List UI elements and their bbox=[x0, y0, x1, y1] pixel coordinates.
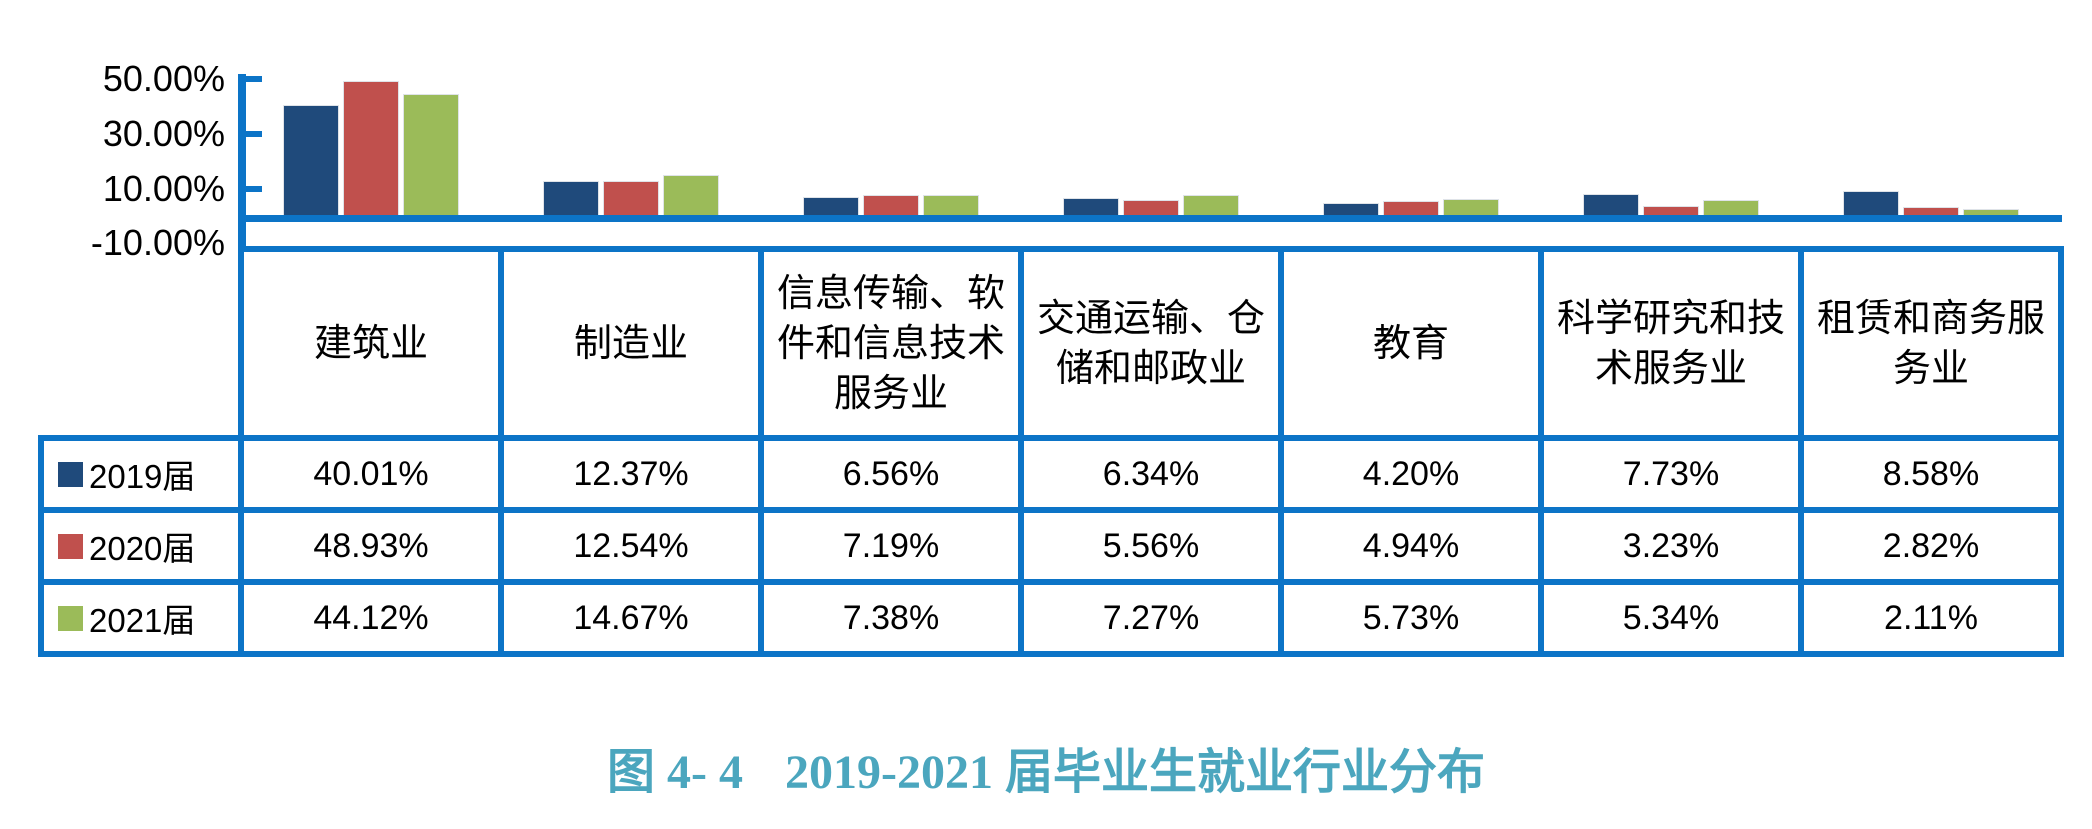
y-axis-tick bbox=[246, 130, 262, 137]
legend-item-2021: 2021届 bbox=[44, 585, 238, 651]
column-header-construction: 建筑业 bbox=[244, 252, 498, 435]
bar-2019届-科学研究和技术服务业 bbox=[1583, 193, 1639, 217]
bar-2021届-交通运输、仓储和邮政业 bbox=[1183, 195, 1239, 217]
figure-number: 图 4- 4 bbox=[607, 746, 743, 799]
legend-label-2019: 2019届 bbox=[89, 458, 196, 495]
y-axis-label: 10.00% bbox=[102, 167, 225, 209]
y-axis-label: 50.00% bbox=[102, 58, 225, 99]
figure-caption: 图 4- 4 2019-2021 届毕业生就业行业分布 bbox=[0, 738, 2092, 808]
legend-label-2021: 2021届 bbox=[89, 602, 196, 639]
bar-2019届-教育 bbox=[1323, 203, 1379, 217]
bar-2020届-交通运输、仓储和邮政业 bbox=[1123, 199, 1179, 217]
table-cell: 4.94% bbox=[1284, 513, 1538, 579]
bar-2021届-教育 bbox=[1443, 199, 1499, 217]
table-cell: 5.56% bbox=[1024, 513, 1278, 579]
bar-2020届-教育 bbox=[1383, 201, 1439, 217]
table-header-row: 建筑业 制造业 信息传输、软件和信息技术服务业 交通运输、仓储和邮政业 教育 科… bbox=[238, 246, 2064, 441]
column-header-research: 科学研究和技术服务业 bbox=[1544, 252, 1798, 435]
bar-chart: 50.00% 30.00% 10.00% -10.00% bbox=[0, 0, 2092, 263]
table-cell: 7.73% bbox=[1544, 441, 1798, 507]
table-cell: 2.11% bbox=[1804, 585, 2058, 651]
table-cell: 7.27% bbox=[1024, 585, 1278, 651]
table-cell: 48.93% bbox=[244, 513, 498, 579]
bar-2019届-交通运输、仓储和邮政业 bbox=[1063, 197, 1119, 218]
legend-swatch-2021-icon bbox=[58, 605, 83, 631]
table-cell: 12.54% bbox=[504, 513, 758, 579]
bar-2020届-租赁和商务服务业 bbox=[1903, 207, 1959, 217]
column-header-information: 信息传输、软件和信息技术服务业 bbox=[764, 252, 1018, 435]
y-axis-tick bbox=[246, 76, 262, 82]
legend-swatch-2020-icon bbox=[58, 533, 83, 559]
table-cell: 6.34% bbox=[1024, 441, 1278, 507]
bar-2021届-制造业 bbox=[663, 174, 719, 217]
legend-swatch-2019-icon bbox=[58, 461, 83, 487]
y-axis-tick bbox=[246, 185, 262, 192]
bar-2019届-建筑业 bbox=[283, 105, 339, 217]
x-axis-baseline bbox=[238, 215, 2062, 222]
y-axis-label: 30.00% bbox=[102, 112, 225, 154]
bar-2020届-信息传输、软件和信息技术服务业 bbox=[863, 195, 919, 217]
legend-item-2020: 2020届 bbox=[44, 513, 238, 579]
bar-2021届-租赁和商务服务业 bbox=[1963, 209, 2019, 217]
column-header-manufacturing: 制造业 bbox=[504, 252, 758, 435]
bar-2021届-科学研究和技术服务业 bbox=[1703, 200, 1759, 217]
table-cell: 4.20% bbox=[1284, 441, 1538, 507]
bar-2020届-建筑业 bbox=[343, 80, 399, 217]
table-cell: 3.23% bbox=[1544, 513, 1798, 579]
table-cell: 40.01% bbox=[244, 441, 498, 507]
table-cell: 5.34% bbox=[1544, 585, 1798, 651]
column-header-education: 教育 bbox=[1284, 252, 1538, 435]
figure-title: 2019-2021 届毕业生就业行业分布 bbox=[785, 746, 1485, 799]
table-cell: 7.19% bbox=[764, 513, 1018, 579]
bar-2019届-信息传输、软件和信息技术服务业 bbox=[803, 197, 859, 217]
table-cell: 14.67% bbox=[504, 585, 758, 651]
legend-label-2020: 2020届 bbox=[89, 530, 196, 567]
table-cell: 6.56% bbox=[764, 441, 1018, 507]
column-header-leasing: 租赁和商务服务业 bbox=[1804, 252, 2058, 435]
bar-2019届-租赁和商务服务业 bbox=[1843, 191, 1899, 217]
table-cell: 2.82% bbox=[1804, 513, 2058, 579]
bar-2020届-制造业 bbox=[603, 180, 659, 217]
y-axis-line bbox=[238, 74, 246, 252]
legend-item-2019: 2019届 bbox=[44, 441, 238, 507]
table-cell: 8.58% bbox=[1804, 441, 2058, 507]
bar-2019届-制造业 bbox=[543, 181, 599, 217]
table-cell: 7.38% bbox=[764, 585, 1018, 651]
bar-2020届-科学研究和技术服务业 bbox=[1643, 206, 1699, 217]
column-header-transport: 交通运输、仓储和邮政业 bbox=[1024, 252, 1278, 435]
y-axis-label: -10.00% bbox=[90, 222, 225, 264]
table-cell: 5.73% bbox=[1284, 585, 1538, 651]
table-data-rows: 2019届 40.01% 12.37% 6.56% 6.34% 4.20% 7.… bbox=[38, 435, 2064, 657]
table-cell: 44.12% bbox=[244, 585, 498, 651]
bar-2021届-建筑业 bbox=[403, 94, 459, 217]
bar-2021届-信息传输、软件和信息技术服务业 bbox=[923, 194, 979, 217]
table-cell: 12.37% bbox=[504, 441, 758, 507]
